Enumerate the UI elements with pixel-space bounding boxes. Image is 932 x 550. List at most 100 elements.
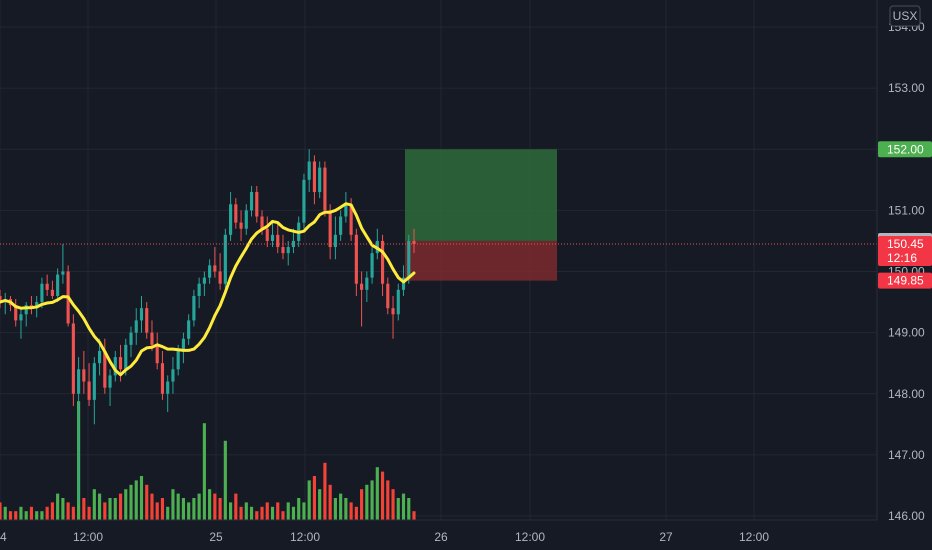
volume-bar (323, 462, 327, 520)
volume-bar (302, 502, 306, 520)
candle-body (56, 274, 60, 296)
candle-body (344, 204, 348, 217)
countdown-label: 12:16 (887, 251, 917, 265)
candle-body (103, 350, 107, 388)
volume-bar (145, 484, 149, 520)
volume-bar (92, 489, 96, 520)
time-tick-label: 27 (659, 530, 673, 544)
volume-bar (134, 480, 138, 520)
candle-body (134, 320, 138, 333)
candle-body (218, 271, 222, 284)
candle-body (150, 332, 154, 345)
volume-bar (97, 493, 102, 520)
volume-bar (129, 484, 133, 520)
volume-bar (244, 502, 248, 520)
candle-body (286, 247, 290, 254)
take-profit-badge: 152.00 (887, 142, 924, 156)
last-price-badge: 150.45 (887, 237, 924, 251)
volume-bar (276, 502, 280, 520)
volume-bar (202, 423, 206, 520)
candle-body (223, 234, 227, 284)
candle-body (229, 204, 233, 235)
time-tick-label: 25 (209, 530, 223, 544)
candle-body (328, 210, 332, 248)
candle-body (45, 283, 49, 290)
price-tick-label: 153.00 (888, 81, 925, 95)
volume-bars (0, 401, 416, 520)
candle-body (307, 161, 311, 180)
volume-bar (19, 506, 23, 520)
volume-bar (103, 502, 107, 520)
volume-bar (229, 502, 233, 520)
time-tick-label: 12:00 (739, 530, 769, 544)
candle-body (401, 277, 406, 290)
candles (0, 149, 416, 504)
candle-body (14, 305, 18, 321)
volume-bar (407, 498, 411, 520)
volume-bar (171, 489, 175, 520)
volume-bar (354, 506, 358, 520)
candle-body (213, 265, 217, 272)
candle-body (87, 381, 91, 400)
candle-body (160, 363, 165, 394)
volume-bar (24, 511, 28, 520)
currency-button[interactable]: USX (889, 5, 921, 27)
candle-body (391, 308, 395, 315)
candle-body (265, 228, 269, 241)
candle-body (276, 234, 280, 248)
candle-body (202, 277, 206, 284)
candle-body (349, 204, 353, 235)
volume-bar (270, 506, 275, 520)
position-zones (405, 149, 557, 281)
time-axis[interactable]: 4 12:00 25 12:00 26 12:00 27 12:00 (0, 530, 769, 544)
volume-bar (375, 467, 379, 520)
volume-bar (370, 480, 374, 520)
volume-bar (108, 498, 112, 520)
candle-body (108, 375, 112, 388)
candle-body (35, 302, 39, 309)
volume-bar (318, 489, 322, 520)
candle-body (281, 247, 285, 254)
candle-body (239, 222, 243, 229)
candle-body (380, 240, 385, 284)
candle-body (97, 350, 102, 364)
candle-body (124, 344, 128, 370)
volume-bar (349, 502, 353, 520)
take-profit-zone (405, 149, 557, 241)
volume-bar (35, 511, 39, 520)
volume-bar (155, 502, 159, 520)
volume-bar (307, 480, 311, 520)
candle-body (412, 240, 416, 244)
candle-body (50, 289, 54, 296)
volume-bar (187, 502, 191, 520)
stop-loss-zone (405, 240, 557, 281)
candle-body (166, 381, 170, 394)
price-tick-label: 146.00 (888, 509, 925, 523)
candle-body (244, 210, 248, 229)
candle-body (176, 350, 180, 370)
volume-bar (391, 489, 395, 520)
last-price-badge-bg (878, 235, 932, 266)
candle-body (92, 363, 96, 400)
time-tick-label: 12:00 (290, 530, 320, 544)
candle-body (113, 357, 117, 376)
candle-body (318, 167, 322, 193)
price-tick-label: 151.00 (888, 203, 925, 217)
candle-body (234, 204, 238, 223)
candle-body (192, 295, 196, 321)
volume-bar (71, 506, 75, 520)
volume-bar (113, 498, 117, 520)
candle-body (333, 234, 337, 248)
candle-body (260, 216, 264, 229)
volume-bar (333, 498, 337, 520)
volume-bar (239, 506, 243, 520)
candle-body (171, 369, 175, 382)
volume-bar (40, 511, 44, 520)
candle-body (139, 308, 144, 321)
volume-bar (286, 502, 290, 520)
candle-body (187, 320, 191, 339)
volume-bar (401, 493, 406, 520)
volume-bar (166, 506, 170, 520)
